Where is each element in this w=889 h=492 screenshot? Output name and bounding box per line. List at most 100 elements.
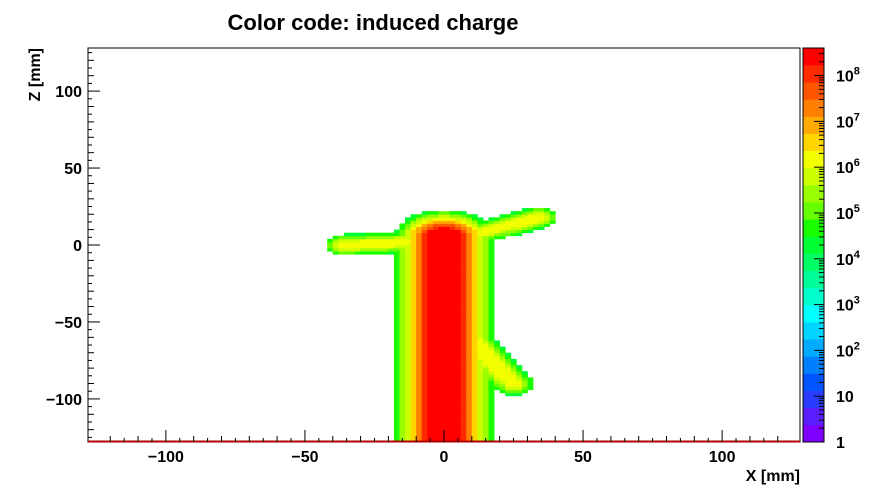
heatmap-cell [494, 358, 501, 363]
heatmap-cell [482, 297, 489, 301]
heatmap-cell [455, 368, 462, 372]
heatmap-cell [477, 306, 484, 311]
heatmap-cell [416, 235, 423, 240]
heatmap-cell [405, 340, 412, 344]
heatmap-cell [399, 275, 406, 280]
heatmap-cell [521, 380, 528, 384]
heatmap-cell [538, 211, 545, 215]
heatmap-cell [471, 355, 478, 360]
heatmap-cell [477, 309, 484, 314]
chart-title: Color code: induced charge [228, 10, 519, 35]
heatmap-cell [460, 374, 467, 378]
heatmap-cell [460, 297, 467, 301]
heatmap-cell [471, 386, 478, 391]
heatmap-cell [444, 389, 450, 394]
heatmap-cell [516, 226, 523, 231]
heatmap-cell [410, 417, 417, 421]
heatmap-cell [405, 343, 412, 347]
heatmap-cell [432, 389, 439, 394]
heatmap-cell [488, 229, 495, 234]
heatmap-cell [466, 411, 473, 415]
heatmap-cell [488, 318, 495, 323]
heatmap-cell [416, 405, 423, 409]
heatmap-cell [438, 377, 445, 381]
heatmap-cell [432, 355, 439, 360]
heatmap-cell [538, 208, 545, 212]
heatmap-cell [410, 238, 417, 243]
heatmap-cell [399, 303, 406, 307]
heatmap-cell [393, 306, 400, 311]
heatmap-cell [399, 238, 406, 243]
heatmap-cell [460, 386, 467, 391]
heatmap-cell [393, 383, 400, 387]
heatmap-cell [410, 285, 417, 289]
heatmap-cell [432, 408, 439, 412]
colorbar-tick-label: 102 [836, 340, 860, 360]
heatmap-cell [466, 417, 473, 421]
heatmap-cell [416, 398, 423, 403]
heatmap-cell [438, 325, 445, 329]
heatmap-cell [427, 266, 434, 271]
heatmap-cell [460, 361, 467, 366]
heatmap-cell [438, 358, 445, 363]
heatmap-cell [432, 435, 439, 440]
heatmap-cell [477, 241, 484, 246]
heatmap-cell [466, 272, 473, 277]
heatmap-cell [477, 251, 484, 255]
heatmap-cell [421, 294, 428, 298]
heatmap-cell [466, 325, 473, 329]
heatmap-cell [449, 272, 456, 277]
heatmap-cell [427, 241, 434, 246]
heatmap-cell [455, 269, 462, 274]
colorbar-swatch [803, 287, 824, 306]
heatmap-cell [432, 414, 439, 418]
heatmap-cell [410, 340, 417, 344]
heatmap-cell [527, 226, 534, 231]
heatmap-cell [449, 269, 456, 274]
heatmap-cell [488, 423, 495, 428]
heatmap-cell [393, 318, 400, 323]
heatmap-cell [338, 245, 345, 249]
heatmap-cell [471, 395, 478, 400]
heatmap-cell [393, 377, 400, 381]
heatmap-cell [393, 312, 400, 317]
heatmap-cell [516, 371, 523, 375]
heatmap-cell [521, 389, 528, 394]
heatmap-cell [432, 377, 439, 381]
heatmap-cell [466, 414, 473, 418]
heatmap-cell [388, 251, 395, 255]
heatmap-cell [521, 386, 528, 391]
heatmap-cell [410, 294, 417, 298]
heatmap-cell [488, 241, 495, 246]
heatmap-cell [471, 266, 478, 271]
heatmap-cell [393, 328, 400, 332]
heatmap-cell [482, 281, 489, 286]
heatmap-cell [494, 352, 501, 357]
heatmap-cell [416, 220, 423, 224]
heatmap-cell [455, 432, 462, 437]
heatmap-cell [460, 281, 467, 286]
heatmap-cell [416, 355, 423, 360]
heatmap-cell [505, 361, 512, 366]
heatmap-cell [405, 349, 412, 354]
heatmap-cell [516, 389, 523, 394]
heatmap-cell [427, 386, 434, 391]
heatmap-cell [405, 251, 412, 255]
heatmap-cell [494, 368, 501, 372]
heatmap-cell [360, 248, 367, 252]
colorbar-swatch [803, 116, 824, 134]
heatmap-cell [427, 312, 434, 317]
heatmap-cell [427, 211, 434, 215]
heatmap-cell [416, 328, 423, 332]
heatmap-cell [471, 420, 478, 424]
heatmap-cell [488, 251, 495, 255]
heatmap-cell [482, 374, 489, 378]
heatmap-cell [416, 260, 423, 264]
heatmap-cell [488, 380, 495, 384]
heatmap-cell [499, 365, 506, 369]
heatmap-cell [477, 245, 484, 249]
heatmap-cell [466, 343, 473, 347]
heatmap-cell [477, 414, 484, 418]
heatmap-cell [538, 226, 545, 231]
heatmap-cell [488, 245, 495, 249]
